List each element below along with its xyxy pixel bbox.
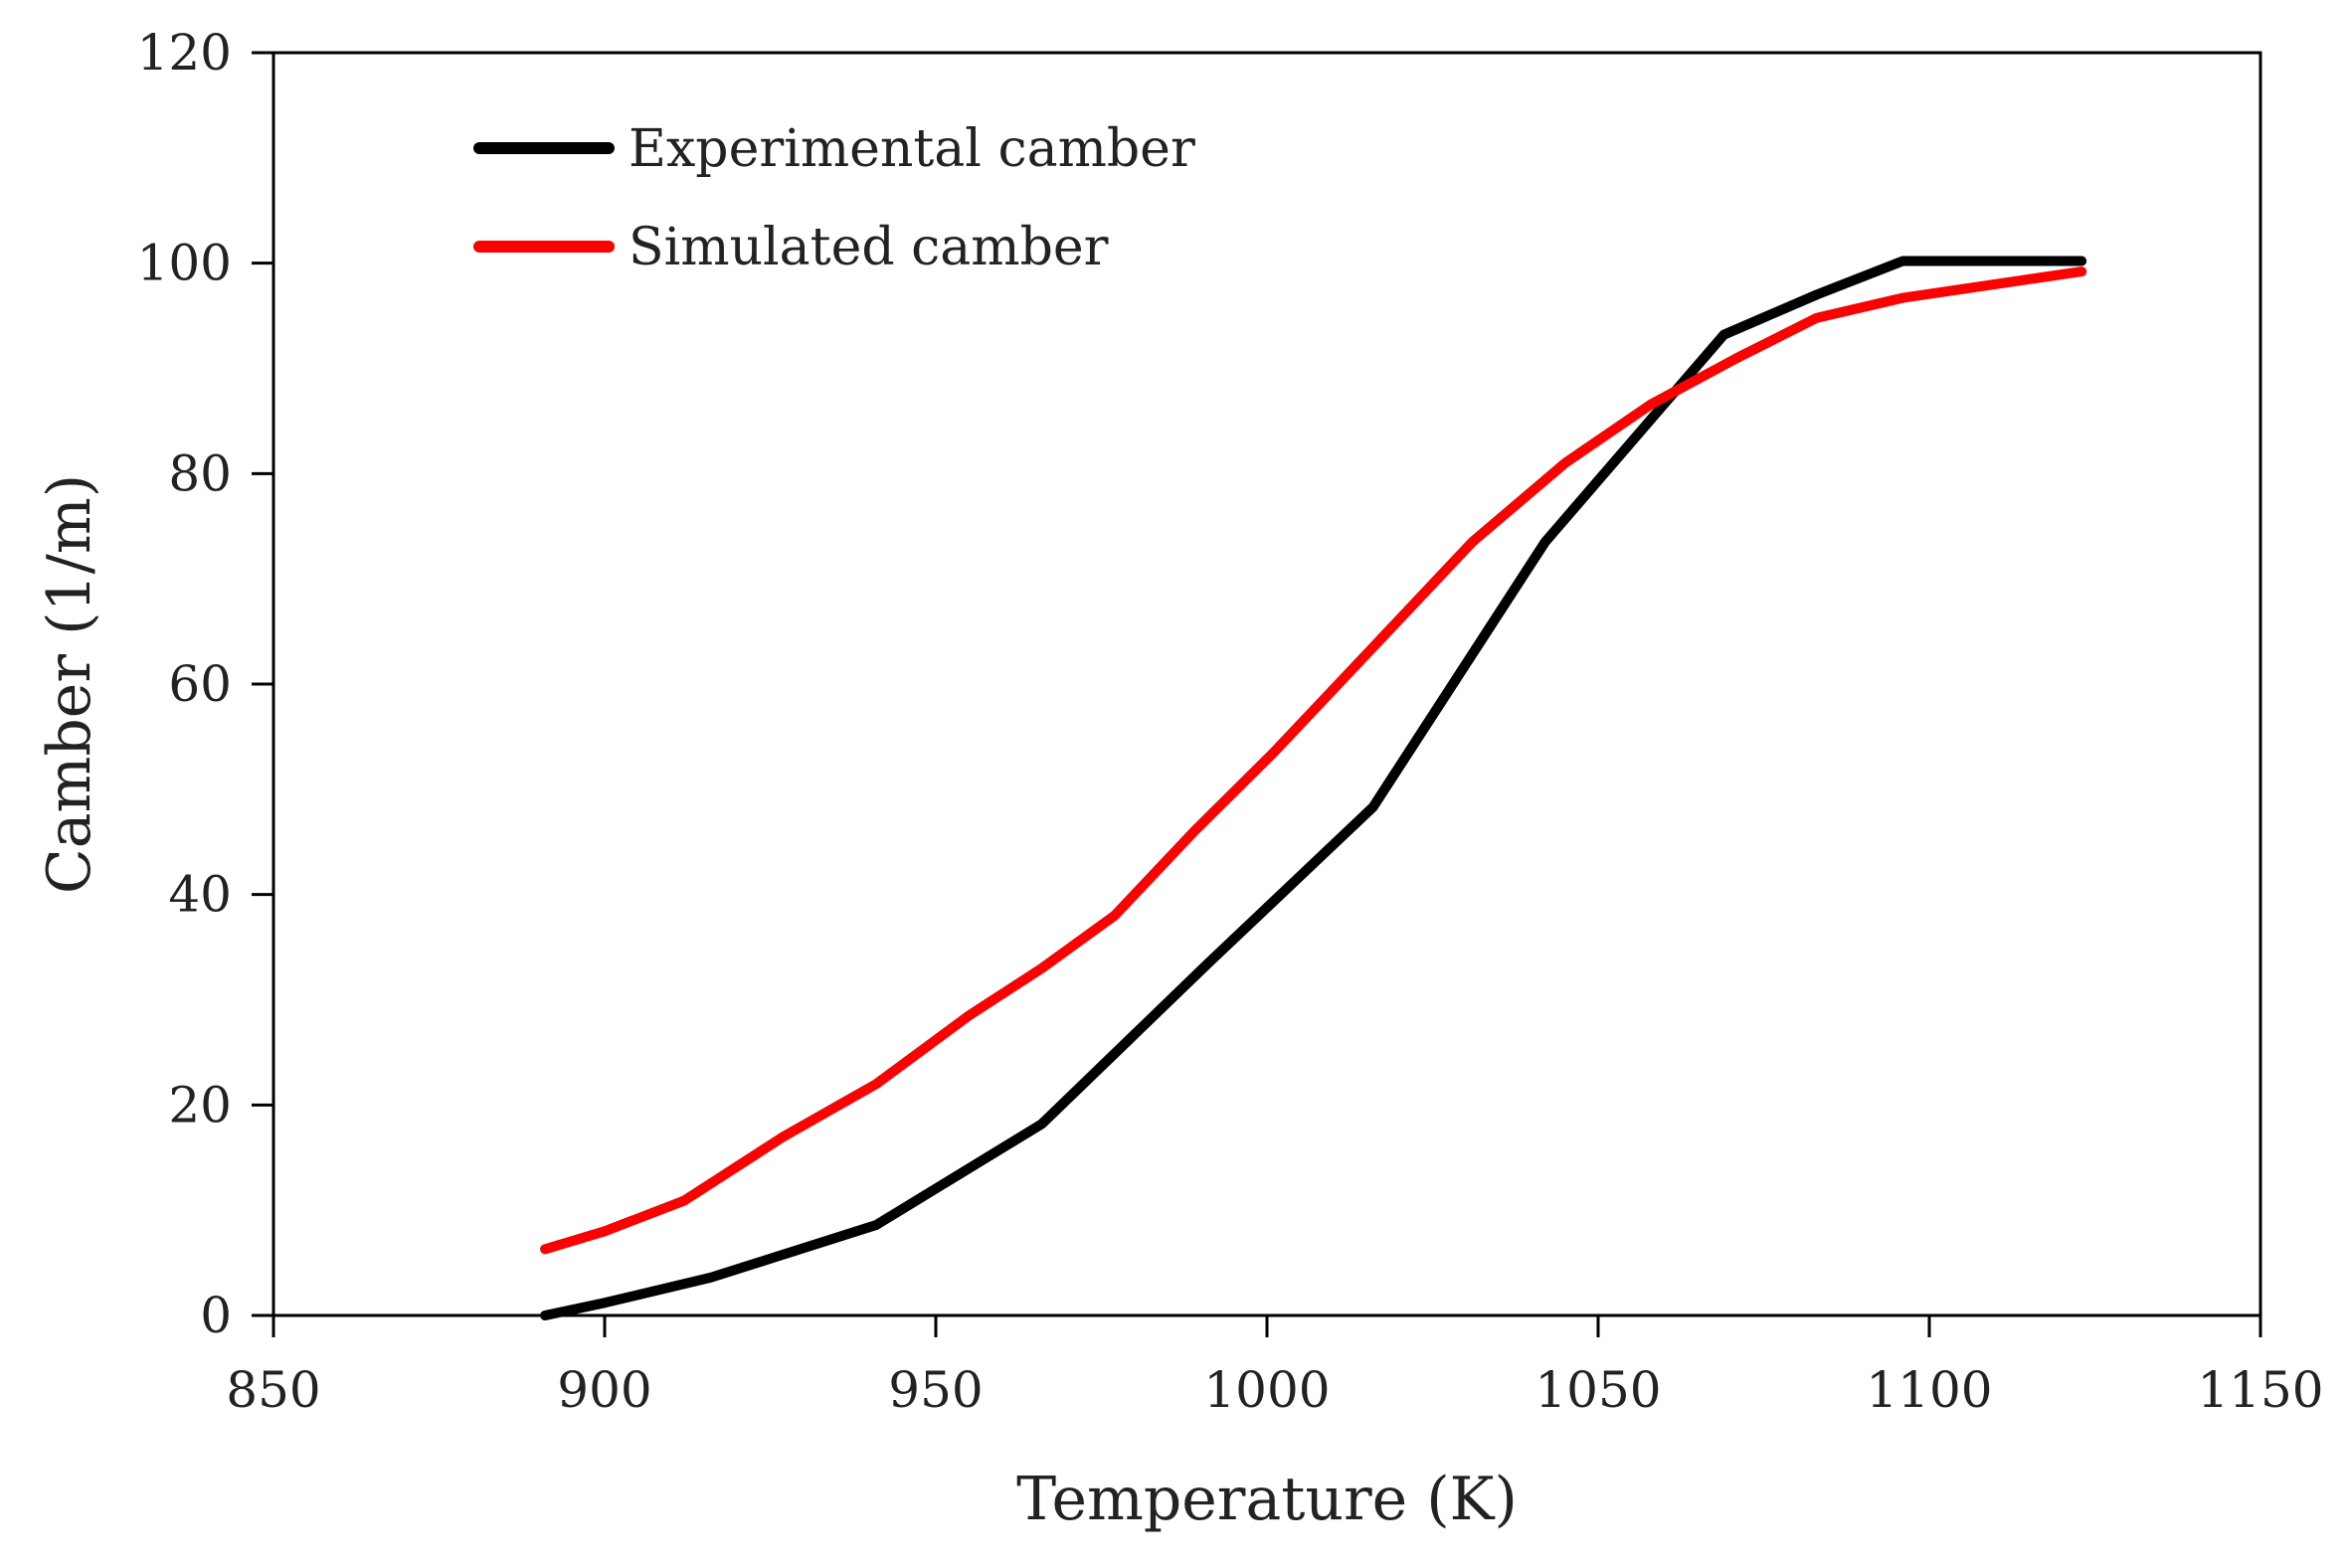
y-tick-label: 80 — [168, 444, 232, 502]
series-line-simulated — [540, 266, 2087, 1255]
x-tick-label: 1000 — [1203, 1361, 1330, 1419]
x-tick-label: 850 — [226, 1361, 320, 1419]
legend-label-experimental: Experimental camber — [629, 119, 1195, 179]
y-tick-label: 60 — [168, 655, 232, 713]
x-axis-title: Temperature (K) — [1016, 1465, 1518, 1534]
x-tick-label: 1100 — [1866, 1361, 1992, 1419]
x-tick-label: 900 — [557, 1361, 651, 1419]
y-axis-ticks: 0 20 40 60 80 100 120 — [137, 24, 273, 1344]
y-axis-title: Camber (1/m) — [35, 474, 104, 894]
x-axis-ticks: 850 900 950 1000 1050 1100 1150 — [226, 1315, 2324, 1419]
y-tick-label: 0 — [200, 1287, 232, 1344]
y-tick-label: 120 — [137, 24, 232, 82]
y-tick-label: 40 — [168, 866, 232, 924]
x-tick-label: 950 — [888, 1361, 983, 1419]
legend-label-simulated: Simulated camber — [629, 218, 1109, 277]
x-tick-label: 1150 — [2197, 1361, 2323, 1419]
y-tick-label: 20 — [168, 1076, 232, 1133]
legend: Experimental camber Simulated camber — [473, 119, 1195, 277]
x-tick-label: 1050 — [1534, 1361, 1661, 1419]
series-layer — [540, 256, 2087, 1320]
y-tick-label: 100 — [137, 235, 232, 292]
series-line-experimental — [540, 256, 2087, 1320]
